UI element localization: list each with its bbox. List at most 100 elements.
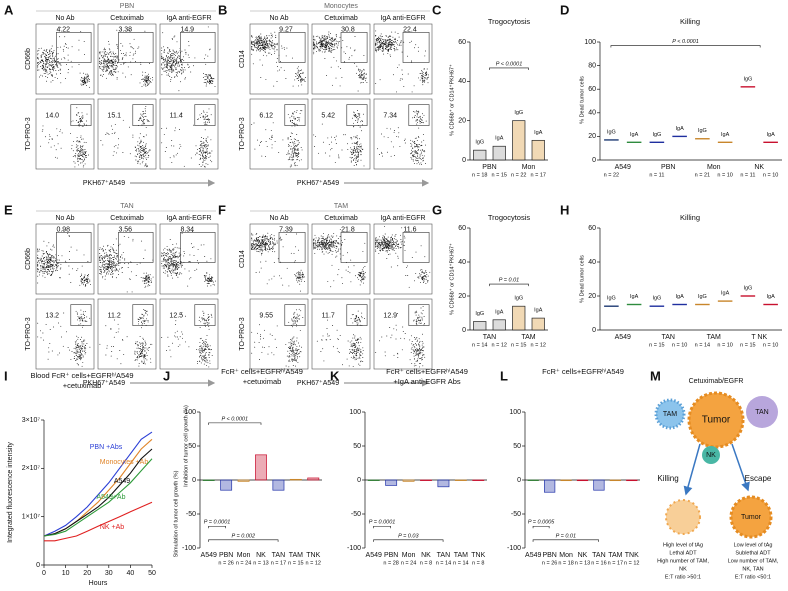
event-dot [168, 265, 170, 266]
event-dot [211, 150, 213, 152]
event-dot [398, 132, 400, 134]
event-dot [48, 351, 50, 353]
event-dot [49, 258, 51, 260]
event-dot [266, 55, 268, 57]
event-dot [112, 267, 114, 268]
event-dot [267, 239, 269, 241]
event-dot [75, 120, 77, 121]
event-dot [40, 259, 42, 261]
event-dot [78, 348, 80, 350]
event-dot [269, 40, 271, 42]
event-dot [80, 157, 82, 159]
event-dot [117, 62, 119, 63]
event-dot [43, 253, 45, 255]
event-dot [40, 145, 42, 147]
event-dot [274, 141, 276, 143]
event-dot [419, 157, 421, 159]
event-dot [60, 26, 62, 28]
event-dot [200, 346, 202, 347]
event-dot [51, 61, 53, 62]
event-dot [292, 142, 294, 144]
event-dot [184, 252, 186, 254]
event-dot [46, 256, 48, 258]
event-dot [193, 246, 195, 248]
event-dot [393, 44, 395, 46]
event-dot [100, 140, 102, 141]
event-dot [80, 346, 81, 348]
event-dot [170, 79, 172, 81]
event-dot [106, 69, 108, 71]
event-dot [111, 272, 113, 274]
event-dot [208, 354, 210, 355]
event-dot [257, 44, 259, 46]
event-dot [108, 41, 110, 43]
event-dot [208, 283, 210, 285]
event-dot [396, 66, 398, 68]
event-dot [253, 41, 255, 42]
event-dot [338, 154, 340, 156]
event-dot [389, 41, 391, 43]
event-dot [165, 70, 167, 71]
event-dot [141, 120, 142, 121]
event-dot [201, 319, 203, 321]
event-dot [162, 32, 164, 34]
event-dot [293, 116, 295, 118]
event-dot [302, 276, 304, 278]
event-dot [51, 45, 53, 47]
event-dot [205, 357, 207, 358]
event-dot [176, 41, 178, 43]
event-dot [54, 61, 56, 62]
event-dot [208, 328, 210, 330]
event-dot [274, 243, 276, 245]
event-dot [47, 264, 49, 266]
event-dot [138, 363, 140, 365]
event-dot [78, 49, 80, 51]
event-dot [389, 48, 391, 50]
event-dot [57, 46, 59, 48]
event-dot [304, 281, 305, 283]
event-dot [144, 354, 146, 356]
event-dot [179, 344, 181, 346]
event-dot [52, 52, 54, 54]
event-dot [282, 139, 284, 141]
event-dot [177, 56, 179, 58]
event-dot [141, 327, 142, 329]
event-dot [352, 154, 353, 156]
event-dot [393, 47, 395, 49]
event-dot [80, 348, 82, 350]
event-dot [415, 157, 417, 159]
event-dot [293, 147, 295, 149]
event-dot [208, 278, 210, 280]
event-dot [202, 359, 204, 361]
event-dot [422, 76, 424, 78]
event-dot [105, 252, 107, 254]
event-dot [324, 49, 326, 51]
event-dot [170, 269, 172, 271]
event-dot [214, 86, 216, 88]
event-dot [85, 344, 86, 346]
event-dot [116, 44, 118, 46]
event-dot [111, 62, 113, 63]
event-dot [174, 264, 176, 265]
event-cloud [37, 26, 90, 88]
event-dot [145, 134, 147, 136]
event-dot [400, 42, 402, 44]
event-dot [76, 114, 78, 115]
event-dot [144, 152, 146, 153]
event-dot [276, 49, 278, 51]
event-dot [264, 43, 265, 45]
event-dot [43, 50, 45, 51]
event-cloud [100, 106, 151, 168]
event-dot [357, 90, 359, 92]
event-dot [45, 69, 47, 71]
event-dot [174, 269, 176, 271]
event-dot [77, 358, 79, 360]
event-dot [161, 57, 163, 59]
event-dot [188, 261, 190, 263]
event-dot [170, 271, 171, 273]
event-dot [205, 144, 206, 146]
event-dot [297, 152, 298, 154]
event-dot [177, 63, 179, 65]
event-dot [351, 137, 352, 139]
event-dot [328, 36, 330, 38]
